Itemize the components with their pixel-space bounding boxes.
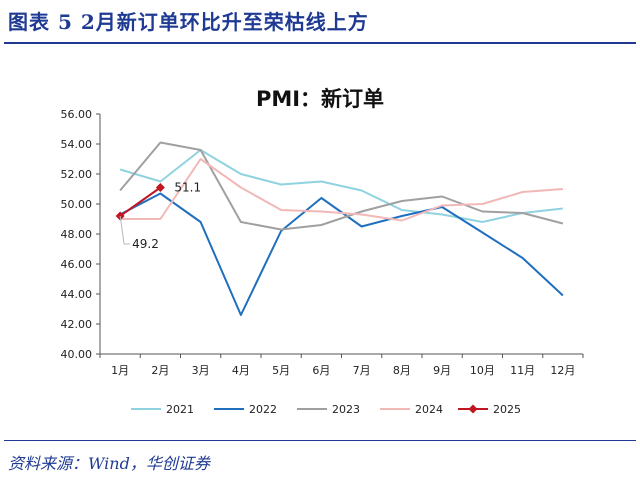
y-tick-label: 52.00	[61, 168, 93, 181]
y-tick-label: 40.00	[61, 348, 93, 361]
title-divider	[4, 42, 636, 44]
chart-title: PMI：新订单	[256, 87, 384, 111]
x-tick-label: 11月	[510, 364, 535, 377]
source-divider	[4, 440, 636, 441]
y-tick-label: 48.00	[61, 228, 93, 241]
series-marker-2025	[155, 183, 165, 192]
x-tick-label: 3月	[192, 364, 210, 377]
x-tick-label: 5月	[272, 364, 290, 377]
x-tick-label: 9月	[433, 364, 451, 377]
series-line-2024	[120, 158, 563, 222]
x-tick-label: 6月	[312, 364, 330, 377]
data-label-leader	[119, 215, 131, 245]
series-line-2023	[119, 141, 564, 231]
source-note: 资料来源：Wind，华创证券	[8, 454, 210, 473]
y-tick-label: 56.00	[61, 108, 93, 121]
x-tick-label: 7月	[353, 364, 371, 377]
x-tick-label: 12月	[550, 364, 575, 377]
figure-caption: 图表 5 2月新订单环比升至荣枯线上方	[8, 10, 369, 34]
y-tick-label: 44.00	[61, 288, 93, 301]
x-tick-label: 8月	[393, 364, 411, 377]
y-tick-label: 46.00	[61, 258, 93, 271]
legend-label-2025: 2025	[493, 403, 521, 416]
data-label-2025-feb: 51.1	[174, 181, 201, 195]
y-tick-label: 54.00	[61, 138, 93, 151]
x-tick-label: 10月	[470, 364, 495, 377]
y-tick-label: 50.00	[61, 198, 93, 211]
x-tick-label: 4月	[232, 364, 250, 377]
y-tick-label: 42.00	[61, 318, 93, 331]
series-line-2021	[119, 149, 564, 223]
x-tick-label: 2月	[151, 364, 169, 377]
legend-label-2024: 2024	[415, 403, 443, 416]
legend-label-2023: 2023	[332, 403, 360, 416]
pmi-new-orders-chart: PMI：新订单 40.00 42.00 44.00 46.00 48.00 50.00 52.…	[61, 87, 584, 416]
legend-label-2021: 2021	[166, 403, 194, 416]
legend-marker-2025	[468, 404, 478, 414]
legend-label-2022: 2022	[249, 403, 277, 416]
x-tick-label: 1月	[111, 364, 129, 377]
series-line-2025	[119, 186, 161, 217]
data-label-2025-jan: 49.2	[132, 237, 159, 251]
